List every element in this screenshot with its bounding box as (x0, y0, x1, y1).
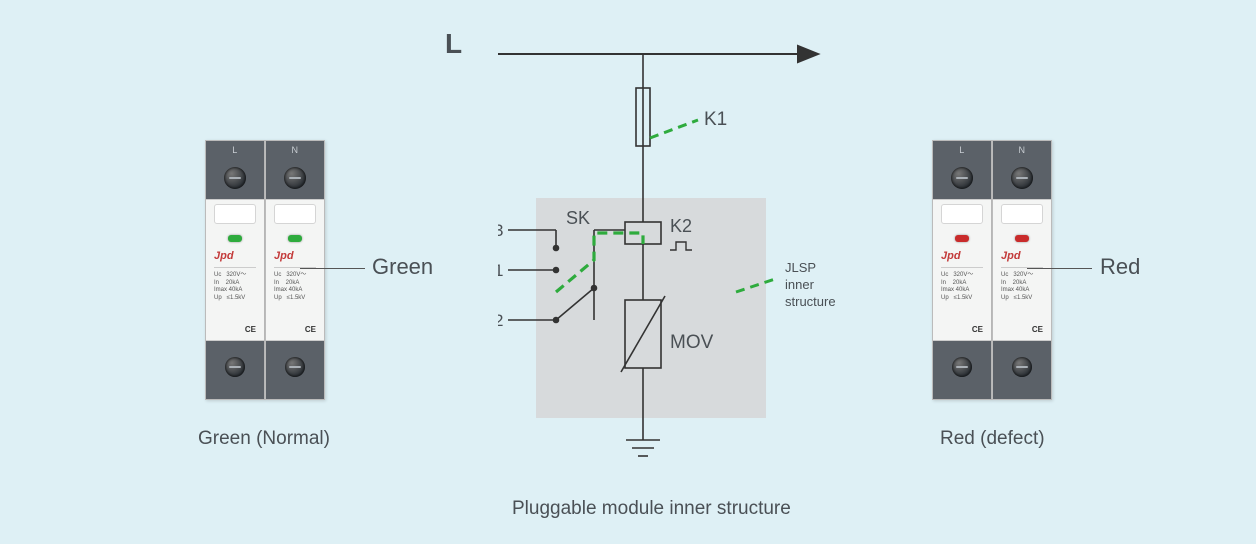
module-N-red: N Jpd Uc 320V～ In 20kA Imax 40kA Up ≤1.5… (992, 140, 1052, 400)
specs-text: Uc 320V～ In 20kA Imax 40kA Up ≤1.5kV (214, 267, 256, 302)
terminal-2: 2 (498, 311, 503, 330)
ce-mark: CE (1032, 325, 1043, 334)
device-green: L Jpd Uc 320V～ In 20kA Imax 40kA Up ≤1.5… (205, 140, 325, 400)
brand-label: Jpd (214, 250, 234, 262)
line-label: L (445, 28, 462, 60)
module-L-green: L Jpd Uc 320V～ In 20kA Imax 40kA Up ≤1.5… (205, 140, 265, 400)
k1-leader (650, 120, 698, 138)
screw-icon (285, 357, 305, 377)
specs-text: Uc 320V～ In 20kA Imax 40kA Up ≤1.5kV (1001, 267, 1043, 302)
specs-text: Uc 320V～ In 20kA Imax 40kA Up ≤1.5kV (941, 267, 983, 302)
module-L-red: L Jpd Uc 320V～ In 20kA Imax 40kA Up ≤1.5… (932, 140, 992, 400)
caption-red: Red (defect) (940, 428, 1045, 450)
sk-label: SK (566, 208, 590, 228)
specs-text: Uc 320V～ In 20kA Imax 40kA Up ≤1.5kV (274, 267, 316, 302)
ground-icon (626, 440, 660, 456)
screw-icon (1011, 167, 1033, 189)
screw-icon (952, 357, 972, 377)
led-indicator-green (228, 235, 242, 242)
k1-label: K1 (704, 109, 727, 130)
side-label-red: Red (1100, 254, 1140, 280)
schematic-diagram: K1 K2 MOV SK (498, 30, 858, 470)
screw-icon (951, 167, 973, 189)
led-indicator-red (955, 235, 969, 242)
screw-icon (284, 167, 306, 189)
terminal-3: 3 (498, 221, 503, 240)
screw-icon (224, 167, 246, 189)
ce-mark: CE (972, 325, 983, 334)
leader-line-green (300, 268, 365, 269)
side-label-green: Green (372, 254, 433, 280)
led-indicator-green (288, 235, 302, 242)
svg-text:K2: K2 (670, 216, 692, 236)
fuse-k1 (636, 88, 650, 146)
pin-label: L (933, 145, 991, 155)
ce-mark: CE (305, 325, 316, 334)
led-indicator-red (1015, 235, 1029, 242)
brand-label: Jpd (274, 250, 294, 262)
leader-line-red (1027, 268, 1092, 269)
svg-text:MOV: MOV (670, 332, 714, 353)
module-N-green: N Jpd Uc 320V～ In 20kA Imax 40kA Up ≤1.5… (265, 140, 325, 400)
pin-label: L (206, 145, 264, 155)
device-red: L Jpd Uc 320V～ In 20kA Imax 40kA Up ≤1.5… (932, 140, 1052, 400)
brand-label: Jpd (1001, 250, 1021, 262)
caption-green: Green (Normal) (198, 428, 330, 450)
terminal-1: 1 (498, 261, 503, 280)
pin-label: N (993, 145, 1051, 155)
ce-mark: CE (245, 325, 256, 334)
diagram-title: Pluggable module inner structure (512, 498, 791, 520)
brand-label: Jpd (941, 250, 961, 262)
screw-icon (225, 357, 245, 377)
pin-label: N (266, 145, 324, 155)
l-line (498, 46, 818, 62)
screw-icon (1012, 357, 1032, 377)
